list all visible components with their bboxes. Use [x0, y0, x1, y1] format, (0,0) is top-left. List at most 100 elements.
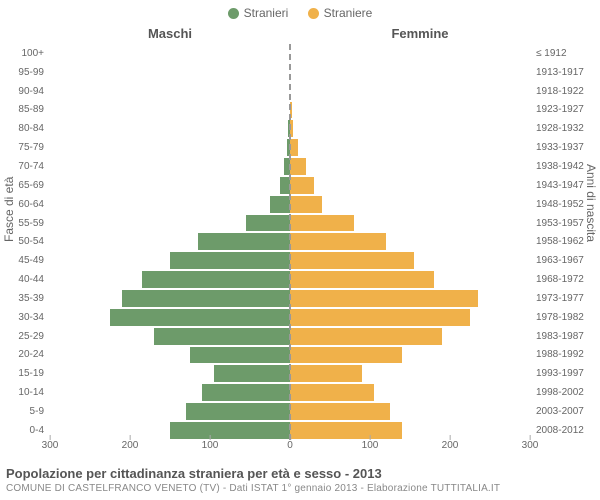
birth-label: 1973-1977: [530, 289, 598, 308]
age-label: 15-19: [0, 364, 50, 383]
birth-label: 2003-2007: [530, 402, 598, 421]
row-65-69: 65-691943-1947: [50, 176, 530, 195]
bar-male: [170, 422, 290, 439]
bar-female: [290, 120, 293, 137]
bar-female: [290, 139, 298, 156]
legend: Stranieri Straniere: [0, 6, 600, 22]
birth-label: 1918-1922: [530, 82, 598, 101]
birth-label: 1983-1987: [530, 327, 598, 346]
legend-swatch-male: [228, 8, 239, 19]
row-15-19: 15-191993-1997: [50, 364, 530, 383]
age-label: 55-59: [0, 214, 50, 233]
x-tick: 100: [202, 440, 219, 451]
x-tick: 300: [42, 440, 59, 451]
plot-area: 100+≤ 191295-991913-191790-941918-192285…: [50, 44, 530, 440]
age-label: 20-24: [0, 346, 50, 365]
birth-label: ≤ 1912: [530, 44, 598, 63]
x-tick: 0: [287, 440, 293, 451]
row-20-24: 20-241988-1992: [50, 346, 530, 365]
bar-female: [290, 422, 402, 439]
age-label: 100+: [0, 44, 50, 63]
side-title-male: Maschi: [0, 26, 300, 41]
bar-female: [290, 271, 434, 288]
bar-male: [190, 347, 290, 364]
bar-male: [270, 196, 290, 213]
birth-label: 1968-1972: [530, 270, 598, 289]
x-tick: 200: [442, 440, 459, 451]
age-label: 50-54: [0, 232, 50, 251]
age-label: 30-34: [0, 308, 50, 327]
age-label: 80-84: [0, 119, 50, 138]
row-100+: 100+≤ 1912: [50, 44, 530, 63]
age-label: 85-89: [0, 101, 50, 120]
birth-label: 1998-2002: [530, 383, 598, 402]
legend-item-male: Stranieri: [228, 6, 289, 20]
bar-male: [202, 384, 290, 401]
row-10-14: 10-141998-2002: [50, 383, 530, 402]
age-label: 60-64: [0, 195, 50, 214]
birth-label: 1963-1967: [530, 251, 598, 270]
bar-female: [290, 233, 386, 250]
birth-label: 1943-1947: [530, 176, 598, 195]
row-90-94: 90-941918-1922: [50, 82, 530, 101]
age-label: 10-14: [0, 383, 50, 402]
bar-female: [290, 102, 292, 119]
side-title-female: Femmine: [300, 26, 600, 41]
row-5-9: 5-92003-2007: [50, 402, 530, 421]
birth-label: 1978-1982: [530, 308, 598, 327]
bar-female: [290, 177, 314, 194]
row-40-44: 40-441968-1972: [50, 270, 530, 289]
bar-female: [290, 215, 354, 232]
birth-label: 1933-1937: [530, 138, 598, 157]
age-label: 90-94: [0, 82, 50, 101]
birth-label: 1953-1957: [530, 214, 598, 233]
age-label: 0-4: [0, 421, 50, 440]
bar-female: [290, 328, 442, 345]
age-label: 35-39: [0, 289, 50, 308]
row-60-64: 60-641948-1952: [50, 195, 530, 214]
bar-male: [186, 403, 290, 420]
row-55-59: 55-591953-1957: [50, 214, 530, 233]
bar-female: [290, 252, 414, 269]
bar-female: [290, 365, 362, 382]
x-tick: 200: [122, 440, 139, 451]
birth-label: 1913-1917: [530, 63, 598, 82]
legend-label-male: Stranieri: [244, 6, 289, 20]
x-tick: 100: [362, 440, 379, 451]
birth-label: 1923-1927: [530, 101, 598, 120]
row-85-89: 85-891923-1927: [50, 101, 530, 120]
bar-female: [290, 290, 478, 307]
birth-label: 1948-1952: [530, 195, 598, 214]
birth-label: 1938-1942: [530, 157, 598, 176]
age-label: 75-79: [0, 138, 50, 157]
bar-female: [290, 196, 322, 213]
row-70-74: 70-741938-1942: [50, 157, 530, 176]
bar-female: [290, 403, 390, 420]
bar-female: [290, 309, 470, 326]
bar-male: [142, 271, 290, 288]
bar-female: [290, 158, 306, 175]
bar-male: [198, 233, 290, 250]
age-label: 5-9: [0, 402, 50, 421]
age-label: 25-29: [0, 327, 50, 346]
birth-label: 2008-2012: [530, 421, 598, 440]
birth-label: 1958-1962: [530, 232, 598, 251]
row-45-49: 45-491963-1967: [50, 251, 530, 270]
row-80-84: 80-841928-1932: [50, 119, 530, 138]
rows-container: 100+≤ 191295-991913-191790-941918-192285…: [50, 44, 530, 440]
bar-male: [214, 365, 290, 382]
row-50-54: 50-541958-1962: [50, 232, 530, 251]
bar-male: [246, 215, 290, 232]
bar-male: [122, 290, 290, 307]
bar-male: [154, 328, 290, 345]
population-pyramid-chart: Stranieri Straniere Maschi Femmine Fasce…: [0, 0, 600, 500]
bar-male: [280, 177, 290, 194]
birth-label: 1993-1997: [530, 364, 598, 383]
row-75-79: 75-791933-1937: [50, 138, 530, 157]
birth-label: 1928-1932: [530, 119, 598, 138]
age-label: 65-69: [0, 176, 50, 195]
age-label: 70-74: [0, 157, 50, 176]
caption: Popolazione per cittadinanza straniera p…: [6, 466, 594, 494]
bar-female: [290, 347, 402, 364]
row-35-39: 35-391973-1977: [50, 289, 530, 308]
